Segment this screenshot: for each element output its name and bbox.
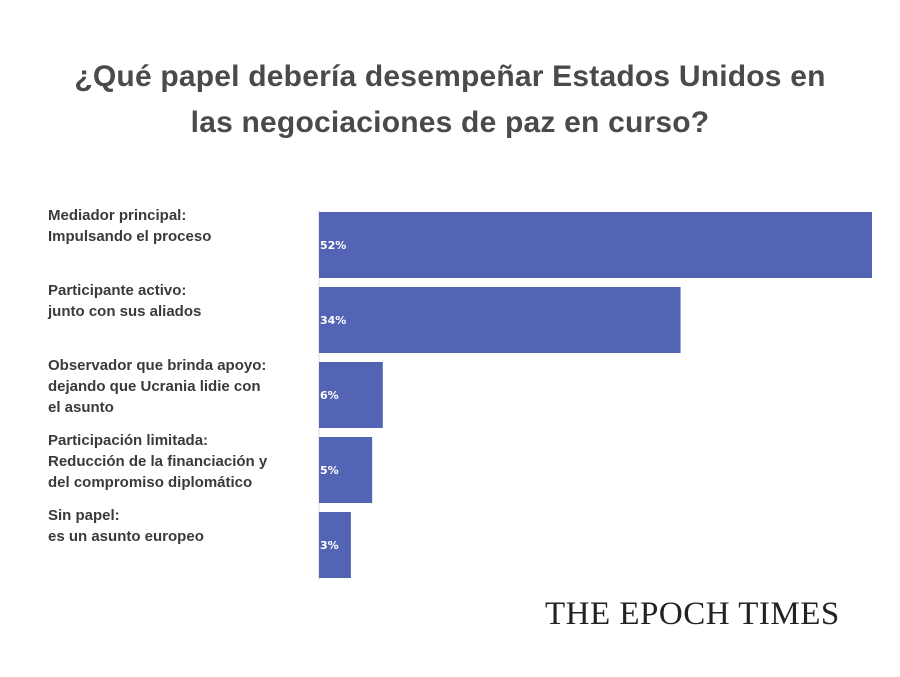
category-label-4-line-0: Sin papel: [48, 507, 120, 524]
category-label-2-line-2: el asunto [48, 399, 114, 416]
bar-value-label-0: 52% [320, 239, 346, 252]
bar-value-label-2: 6% [320, 389, 339, 402]
category-label-2-line-0: Observador que brinda apoyo: [48, 357, 266, 374]
bar-0 [319, 212, 872, 278]
category-label-3-line-1: Reducción de la financiación y [48, 453, 268, 470]
bar-3 [319, 437, 373, 503]
category-label-4-line-1: es un asunto europeo [48, 528, 204, 545]
category-label-1-line-1: junto con sus aliados [47, 303, 201, 320]
bar-2 [319, 362, 383, 428]
brand-logo: THE EPOCH TIMES [545, 596, 840, 632]
chart-title-line-1: ¿Qué papel debería desempeñar Estados Un… [74, 60, 826, 93]
category-label-0-line-0: Mediador principal: [48, 207, 186, 224]
category-label-3-line-2: del compromiso diplomático [48, 474, 252, 491]
category-label-2-line-1: dejando que Ucrania lidie con [48, 378, 261, 395]
bar-value-label-3: 5% [320, 464, 339, 477]
chart-title-line-2: las negociaciones de paz en curso? [190, 106, 710, 139]
chart-title: ¿Qué papel debería desempeñar Estados Un… [40, 54, 860, 146]
bar-value-label-4: 3% [320, 539, 339, 552]
bar-1 [319, 287, 681, 353]
category-label-1-line-0: Participante activo: [48, 282, 186, 299]
category-label-0-line-1: Impulsando el proceso [48, 228, 211, 245]
bar-value-label-1: 34% [320, 314, 346, 327]
bar-4 [319, 512, 351, 578]
category-label-3-line-0: Participación limitada: [48, 432, 208, 449]
